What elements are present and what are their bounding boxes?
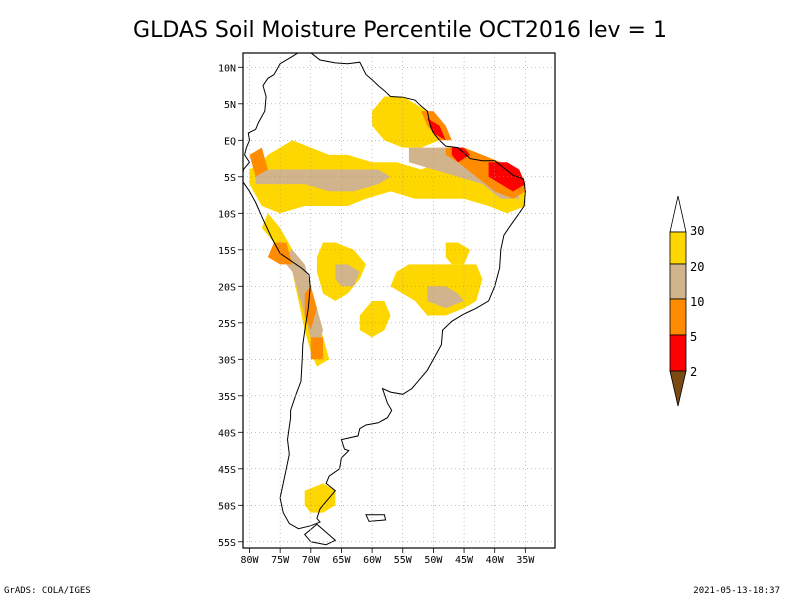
falkland-islands-outline	[365, 514, 387, 522]
lat-label: 55S	[218, 538, 236, 549]
longitude-labels: 80W 75W 70W 65W 60W 55W 50W 45W 40W 35W	[240, 555, 535, 566]
region-gold	[359, 300, 391, 338]
lon-label: 50W	[424, 555, 443, 566]
colorbar-bin-gold	[669, 231, 687, 265]
lon-label: 35W	[516, 555, 535, 566]
colorbar-bin-red	[669, 334, 687, 372]
colorbar-label-5: 5	[690, 330, 697, 344]
tierra-del-fuego-outline	[303, 523, 337, 546]
lon-label: 60W	[363, 555, 382, 566]
region-red	[451, 147, 471, 163]
region-orange	[304, 286, 317, 331]
lat-label: 15S	[218, 246, 236, 257]
footer-credit: GrADS: COLA/IGES	[4, 586, 91, 596]
lat-label: 10S	[218, 209, 236, 220]
lat-label: 20S	[218, 282, 236, 293]
lat-label: 25S	[218, 319, 236, 330]
footer-timestamp: 2021-05-13-18:37	[693, 586, 780, 596]
lon-label: 70W	[302, 555, 321, 566]
lon-label: 45W	[455, 555, 474, 566]
colorbar-bin-orange	[669, 298, 687, 336]
colorbar-label-30: 30	[690, 224, 704, 238]
colorbar-bottom-triangle	[669, 370, 687, 407]
colorbar-top-triangle	[669, 195, 687, 233]
colorbar-bin-tan	[669, 263, 687, 300]
page-title: GLDAS Soil Moisture Percentile OCT2016 l…	[133, 18, 667, 43]
lon-label: 75W	[271, 555, 290, 566]
lon-label: 80W	[240, 555, 259, 566]
lat-label: 35S	[218, 392, 236, 403]
lon-label: 55W	[394, 555, 413, 566]
region-orange	[310, 337, 324, 360]
region-tan	[255, 169, 391, 192]
lat-label: 10N	[218, 63, 236, 74]
lat-label: 30S	[218, 355, 236, 366]
region-orange	[249, 147, 268, 177]
coastline	[243, 53, 526, 546]
gridlines	[238, 53, 555, 553]
lat-label: 5N	[224, 100, 236, 111]
lat-label: 45S	[218, 465, 236, 476]
lat-label: 5S	[224, 173, 236, 184]
lat-label: EQ	[224, 136, 236, 147]
map-frame	[242, 52, 556, 549]
colorbar-label-2: 2	[690, 365, 697, 379]
region-tan	[427, 286, 464, 309]
colorbar-label-10: 10	[690, 295, 704, 309]
lat-label: 40S	[218, 428, 236, 439]
region-tan	[280, 249, 324, 352]
region-gold	[372, 96, 440, 148]
lon-label: 40W	[486, 555, 505, 566]
latitude-labels: 10N 5N EQ 5S 10S 15S 20S 25S 30S 35S 40S 45S 50S 55S	[218, 63, 236, 549]
percentile-shading	[249, 96, 526, 513]
lon-label: 65W	[332, 555, 351, 566]
region-red	[427, 118, 446, 141]
colorbar-label-20: 20	[690, 260, 704, 274]
colorbar: 30 20 10 5 2	[669, 195, 704, 407]
region-gold	[445, 242, 471, 265]
lat-label: 50S	[218, 501, 236, 512]
continent-outline	[243, 53, 526, 530]
